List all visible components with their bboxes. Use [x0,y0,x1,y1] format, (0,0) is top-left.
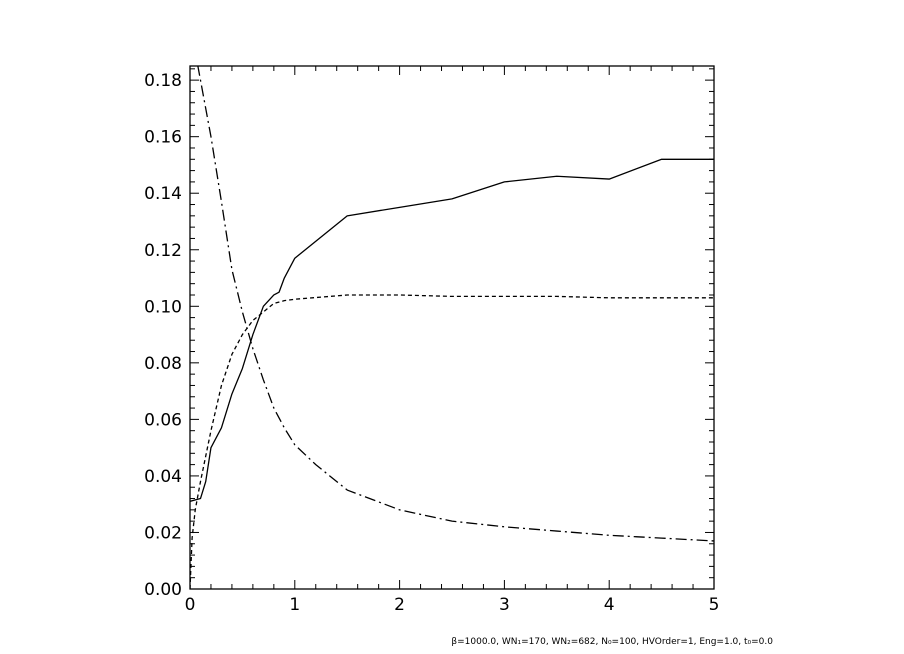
series-line-3-dash-dot [197,66,714,542]
x-tick-label: 2 [394,595,405,615]
x-tick-label: 3 [499,595,510,615]
ticks-layer [189,66,715,590]
series-line-1-solid [190,158,714,502]
y-tick-label: 0.04 [144,467,182,487]
parameter-caption: β=1000.0, WN₁=170, WN₂=682, N₀=100, HVOr… [451,637,773,647]
y-tick-label: 0.18 [144,71,182,91]
y-tick-label: 0.00 [144,580,182,600]
x-tick-label: 0 [185,595,196,615]
y-tick-label: 0.08 [144,354,182,374]
x-tick-label: 4 [604,595,615,615]
tick-labels-layer: 0 1 2 3 4 5 0.00 0.02 0.04 0.06 0.08 0.10 0.12 0.14 0.… [144,71,719,615]
y-tick-label: 0.06 [144,410,182,430]
y-tick-label: 0.16 [144,128,182,148]
plot-frame [189,65,715,590]
x-tick-label: 5 [709,595,720,615]
series-layer [190,66,714,589]
x-tick-label: 1 [289,595,300,615]
y-tick-label: 0.14 [144,184,182,204]
y-tick-label: 0.10 [144,297,182,317]
y-tick-label: 0.12 [144,241,182,261]
series-line-2-dashed [190,294,714,589]
y-tick-label: 0.02 [144,523,182,543]
